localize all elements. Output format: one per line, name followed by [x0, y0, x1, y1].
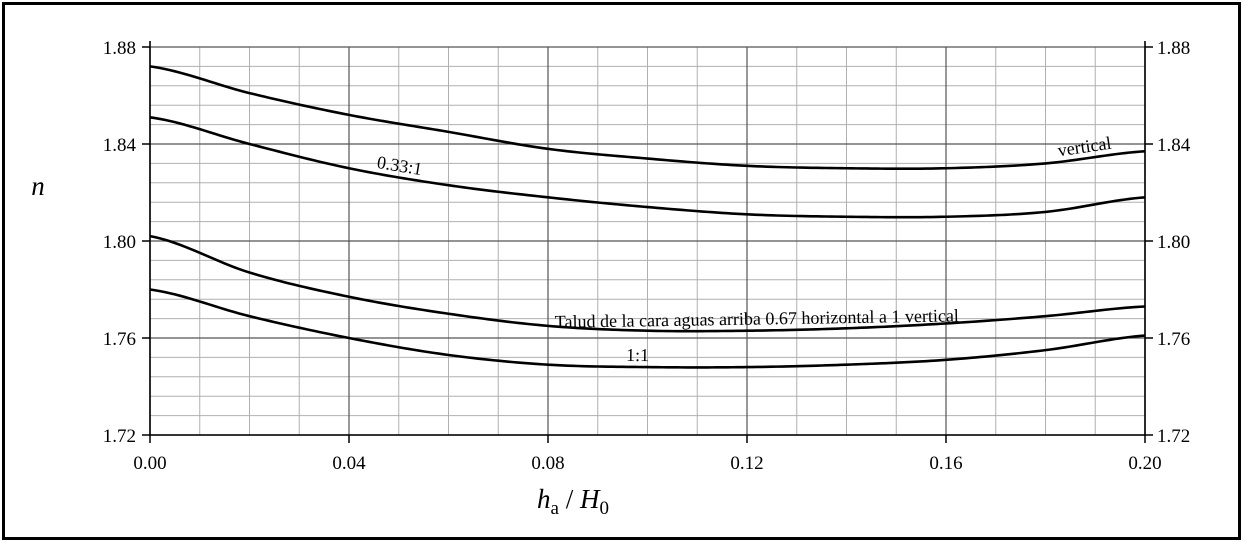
x-axis-label-sub: a	[551, 498, 560, 519]
x-axis-label-sub2: 0	[599, 498, 609, 519]
y-tick-label-left: 1.72	[103, 426, 136, 447]
series-label-talud-de-la-cara-aguas-arriba-0-67-horizontal-a-1-vertical: Talud de la cara aguas arriba 0.67 horiz…	[555, 305, 959, 331]
y-tick-label-left: 1.84	[103, 135, 137, 156]
x-tick-label: 0.12	[730, 453, 763, 474]
y-tick-label-right: 1.84	[1157, 135, 1191, 156]
x-axis-label-sep: /	[559, 484, 580, 514]
x-tick-label: 0.16	[929, 453, 962, 474]
y-ticks-left: 1.72 1.76 1.80 1.84 1.88	[103, 38, 150, 447]
series-lines	[149, 65, 1146, 369]
y-axis-label: n	[31, 171, 45, 201]
y-ticks-right: 1.72 1.76 1.80 1.84 1.88	[1145, 38, 1191, 447]
y-tick-label-left: 1.76	[103, 329, 136, 350]
y-tick-label-right: 1.80	[1157, 232, 1190, 253]
x-axis-label: ha / H0	[537, 484, 609, 519]
series-line-talud-de-la-cara-aguas-arriba-0-67-horizontal-a-1-vertical	[149, 234, 1146, 333]
x-axis-label-main: h	[537, 484, 551, 514]
y-tick-label-right: 1.88	[1157, 38, 1190, 59]
series-line-1-1	[149, 288, 1146, 369]
y-tick-label-left: 1.88	[103, 38, 136, 59]
y-tick-label-right: 1.76	[1157, 329, 1190, 350]
x-tick-label: 0.00	[133, 453, 166, 474]
x-axis-label-main2: H	[579, 484, 601, 514]
series-line-0-33-1	[149, 116, 1146, 219]
x-tick-label: 0.04	[332, 453, 366, 474]
x-tick-label: 0.08	[531, 453, 564, 474]
series-label-1-1: 1:1	[626, 345, 649, 365]
chart-svg: 1.72 1.76 1.80 1.84 1.88 1.72 1.76 1.80 1.84 1.8…	[31, 38, 1191, 519]
y-tick-label-right: 1.72	[1157, 426, 1190, 447]
y-tick-label-left: 1.80	[103, 232, 136, 253]
x-tick-label: 0.20	[1128, 453, 1161, 474]
major-grid	[149, 41, 1146, 436]
x-ticks: 0.00 0.04 0.08 0.12 0.16 0.20	[133, 435, 1162, 474]
series-line-vertical	[149, 65, 1146, 171]
